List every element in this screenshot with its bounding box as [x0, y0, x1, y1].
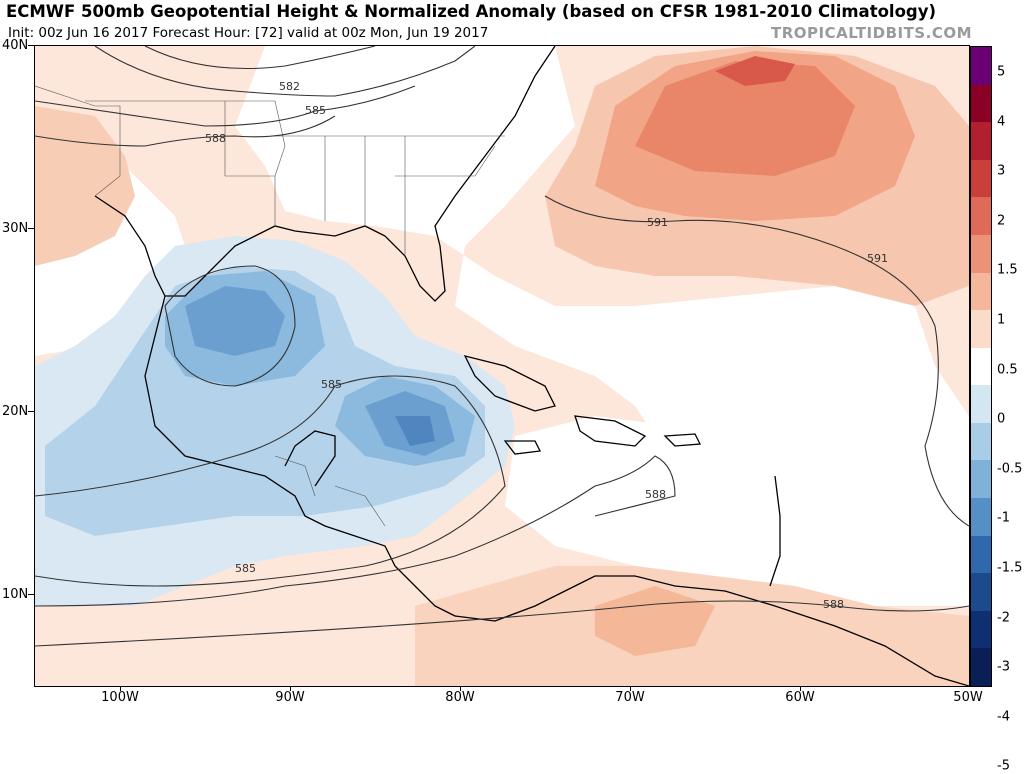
height-contours [35, 46, 969, 647]
colorbar-label: -5 [997, 758, 1010, 774]
colorbar-swatch [971, 84, 991, 123]
colorbar-swatch [971, 159, 991, 198]
colorbar-swatch [971, 272, 991, 311]
anomaly-fill-max-positive [715, 56, 795, 86]
colorbar-swatch [971, 460, 991, 499]
colorbar-label: 5 [997, 64, 1006, 80]
colorbar-label: -1.5 [997, 560, 1023, 576]
contour-label-585-pacific: 585 [235, 562, 256, 575]
colorbar-swatch [971, 610, 991, 649]
colorbar-label: -2 [997, 610, 1010, 626]
colorbar-swatch [971, 573, 991, 612]
anomaly-fill-southwest-positive [35, 106, 135, 266]
lat-label-10n: 10N [2, 587, 29, 602]
anomaly-fill-stronger-positive [635, 61, 855, 176]
coastlines [94, 46, 969, 686]
colorbar-swatch [971, 234, 991, 274]
lon-tick [800, 686, 801, 691]
map-canvas: 582 585 588 591 591 585 588 585 588 [35, 46, 969, 686]
colorbar-label: 4 [997, 114, 1006, 130]
lat-label-30n: 30N [2, 221, 29, 236]
colorbar-label: -0.5 [997, 461, 1023, 477]
anomaly-fill-neutral-caribbean [505, 416, 969, 606]
lat-tick [28, 45, 34, 46]
colorbar-label: 1 [997, 312, 1006, 328]
contour-label-591-west: 591 [647, 216, 668, 229]
lon-label-80w: 80W [445, 690, 475, 705]
colorbar-swatch [971, 122, 991, 161]
contour-label-585-caribbean: 585 [321, 378, 342, 391]
lon-tick [290, 686, 291, 691]
colorbar-swatch [971, 422, 991, 461]
lon-label-70w: 70W [615, 690, 645, 705]
lon-tick [460, 686, 461, 691]
colorbar-swatch [971, 347, 991, 386]
colorbar-label: 1.5 [997, 262, 1018, 278]
contour-label-588-caribbean: 588 [645, 488, 666, 501]
lat-tick [28, 411, 34, 412]
colorbar-swatch [971, 535, 991, 574]
colorbar-label: -1 [997, 510, 1010, 526]
colorbar-label: 3 [997, 163, 1006, 179]
colorbar-label: 2 [997, 213, 1006, 229]
lon-label-50w: 50W [953, 690, 983, 705]
colorbar-swatch [971, 385, 991, 424]
anomaly-fill-neutral [235, 46, 969, 576]
contour-label-582: 582 [279, 80, 300, 93]
chart-title: ECMWF 500mb Geopotential Height & Normal… [6, 2, 937, 21]
colorbar-label: -3 [997, 659, 1010, 675]
contour-labels: 582 585 588 591 591 585 588 585 588 [205, 80, 888, 611]
lat-tick [28, 594, 34, 595]
colorbar-label: 0 [997, 411, 1006, 427]
lat-tick [28, 228, 34, 229]
lon-label-90w: 90W [275, 690, 305, 705]
contour-label-585-north: 585 [305, 104, 326, 117]
colorbar-swatch [971, 498, 991, 537]
contour-label-588-north: 588 [205, 132, 226, 145]
anomaly-fill-south-america-moderate [595, 586, 715, 656]
contour-label-588-south: 588 [823, 598, 844, 611]
colorbar-swatch [971, 47, 991, 86]
anomaly-map: 582 585 588 591 591 585 588 585 588 [34, 45, 970, 687]
political-borders [35, 85, 505, 527]
brand-watermark: TROPICALTIDBITS.COM [771, 24, 972, 42]
contour-label-591-east: 591 [867, 252, 888, 265]
colorbar-swatch [971, 310, 991, 349]
anomaly-fill-stronger-negative-gulf [185, 286, 285, 356]
lon-label-60w: 60W [785, 690, 815, 705]
lat-label-40n: 40N [2, 38, 29, 53]
lon-tick [630, 686, 631, 691]
lon-label-100w: 100W [101, 690, 139, 705]
anomaly-colorbar [970, 46, 992, 687]
lon-tick [120, 686, 121, 691]
colorbar-swatch [971, 197, 991, 236]
chart-subtitle: Init: 00z Jun 16 2017 Forecast Hour: [72… [8, 25, 489, 41]
colorbar-swatch [971, 648, 991, 687]
lat-label-20n: 20N [2, 404, 29, 419]
anomaly-fill-max-negative [395, 416, 435, 446]
colorbar-label: 0.5 [997, 362, 1018, 378]
colorbar-label: -4 [997, 709, 1010, 725]
